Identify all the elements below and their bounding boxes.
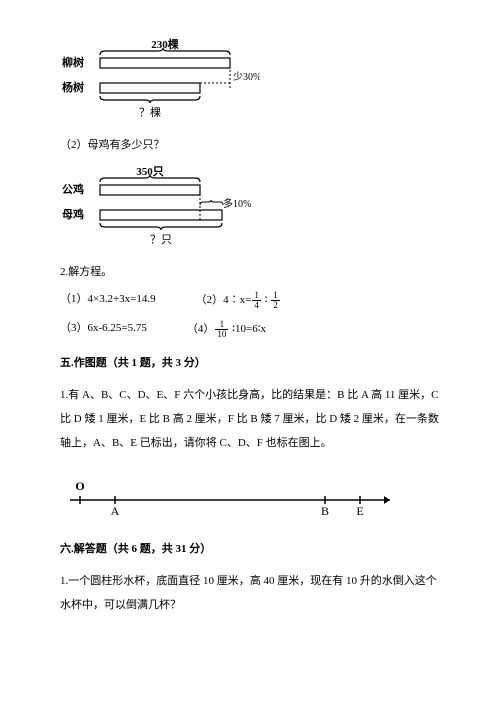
d1-row2-label: 杨树 [62,80,84,94]
sec2-title: 2.解方程。 [60,264,440,282]
equation-row-2: （3）6x-6.25=5.75 （4）110 ∶10=6∶x [60,320,440,339]
d1-side-label: 少30% [233,71,260,83]
eq4-mid: ∶10=6∶x [229,323,266,335]
d2-row1-label: 公鸡 [62,182,84,196]
d2-bottom-label: ？只 [150,234,172,246]
diagram-chickens: 350只 公鸡 多10% 母鸡 ？只 [60,165,440,250]
section-5-text: 1.有 A、B、C、D、E、F 六个小孩比身高，比的结果是：B 比 A 高 11… [60,383,440,456]
svg-text:B: B [321,504,329,518]
section-6-q1: 1.一个圆柱形水杯，底面直径 10 厘米，高 40 厘米，现在有 10 升的水倒… [60,569,440,617]
eq4-pre: （4） [187,323,215,335]
number-line: O A B E [60,475,440,525]
d2-side-label: 多10% [223,197,251,210]
eq2-frac1: 14 [252,291,261,310]
diagram-trees: 230棵 柳树 少30% 杨树 ？棵 [60,38,440,123]
svg-text:E: E [356,504,363,518]
d1-top-label: 230棵 [151,38,179,51]
eq2-frac2: 12 [271,291,280,310]
eq2-f1-den: 4 [252,301,261,310]
eq2-f2-den: 2 [271,301,280,310]
eq2-pre: （2）4∶x= [196,294,252,306]
equation-row-1: （1）4×3.2+3x=14.9 （2）4∶x=14 ∶ 12 [60,291,440,310]
svg-text:A: A [111,504,120,518]
d1-bottom-label: ？棵 [139,105,161,119]
d1-row1-label: 柳树 [62,55,84,69]
eq4-f1-den: 10 [215,330,228,339]
question-2: （2）母鸡有多少只？ [60,137,440,155]
svg-text:O: O [75,479,84,493]
eq2-mid: ∶ [262,294,270,306]
eq-3: （3）6x-6.25=5.75 [60,320,147,339]
eq-4: （4）110 ∶10=6∶x [187,320,266,339]
eq-2: （2）4∶x=14 ∶ 12 [196,291,281,310]
eq4-frac1: 110 [215,320,228,339]
section-5-title: 五.作图题（共 1 题，共 3 分） [60,355,440,373]
section-6-title: 六.解答题（共 6 题，共 31 分） [60,541,440,559]
eq-1: （1）4×3.2+3x=14.9 [60,291,156,310]
d2-row2-label: 母鸡 [62,207,84,221]
